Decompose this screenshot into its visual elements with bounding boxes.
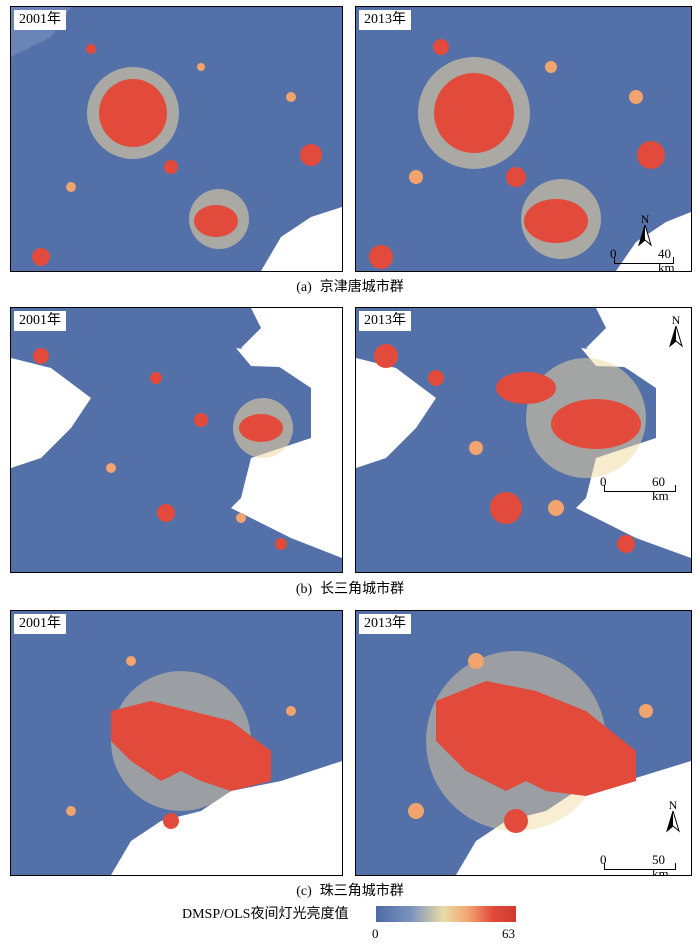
caption-c: (c) 珠三角城市群 bbox=[0, 884, 700, 900]
night-light-map bbox=[356, 611, 691, 875]
map-panel-b-2001: 2001年 bbox=[10, 307, 343, 573]
map-panel-c-2013: 2013年 N 0 50 km bbox=[355, 610, 692, 876]
year-label: 2013年 bbox=[359, 614, 411, 634]
year-label: 2013年 bbox=[359, 311, 411, 331]
north-label: N bbox=[671, 313, 681, 327]
legend-min: 0 bbox=[372, 926, 379, 941]
north-arrow: N bbox=[638, 213, 652, 249]
year-label: 2001年 bbox=[14, 311, 66, 331]
north-arrow: N bbox=[669, 314, 683, 350]
map-panel-c-2001: 2001年 bbox=[10, 610, 343, 876]
legend-title: DMSP/OLS夜间灯光亮度值 bbox=[182, 907, 349, 922]
map-panel-b-2013: 2013年 N 0 60 km bbox=[355, 307, 692, 573]
scale-zero: 0 bbox=[610, 246, 617, 261]
map-panel-a-2013: 2013年 N 0 40 km bbox=[355, 6, 692, 272]
night-light-map bbox=[356, 308, 691, 572]
year-label: 2013年 bbox=[359, 10, 411, 30]
caption-name: 长三角城市群 bbox=[320, 582, 405, 597]
night-light-map bbox=[11, 611, 342, 875]
north-label: N bbox=[640, 212, 650, 226]
north-arrow-icon bbox=[666, 811, 680, 833]
legend-max: 63 bbox=[502, 926, 515, 941]
caption-tag: (b) bbox=[295, 582, 313, 597]
scale-distance: 50 km bbox=[652, 852, 669, 876]
legend-color-ramp bbox=[376, 906, 516, 922]
caption-name: 珠三角城市群 bbox=[319, 884, 404, 899]
caption-b: (b) 长三角城市群 bbox=[0, 582, 700, 598]
caption-name: 京津唐城市群 bbox=[319, 280, 404, 295]
night-light-map bbox=[356, 7, 691, 271]
year-label: 2001年 bbox=[14, 614, 66, 634]
caption-tag: (c) bbox=[296, 884, 312, 899]
caption-a: (a) 京津唐城市群 bbox=[0, 280, 700, 296]
north-label: N bbox=[668, 798, 678, 812]
north-arrow-icon bbox=[638, 225, 652, 247]
north-arrow-icon bbox=[669, 326, 683, 348]
year-label: 2001年 bbox=[14, 10, 66, 30]
scale-distance: 60 km bbox=[652, 474, 669, 503]
north-arrow: N bbox=[666, 799, 680, 835]
scale-zero: 0 bbox=[600, 474, 607, 489]
caption-tag: (a) bbox=[296, 280, 312, 295]
scale-zero: 0 bbox=[600, 852, 607, 867]
map-panel-a-2001: 2001年 bbox=[10, 6, 343, 272]
night-light-map bbox=[11, 308, 342, 572]
night-light-map bbox=[11, 7, 342, 271]
scale-distance: 40 km bbox=[658, 246, 675, 272]
